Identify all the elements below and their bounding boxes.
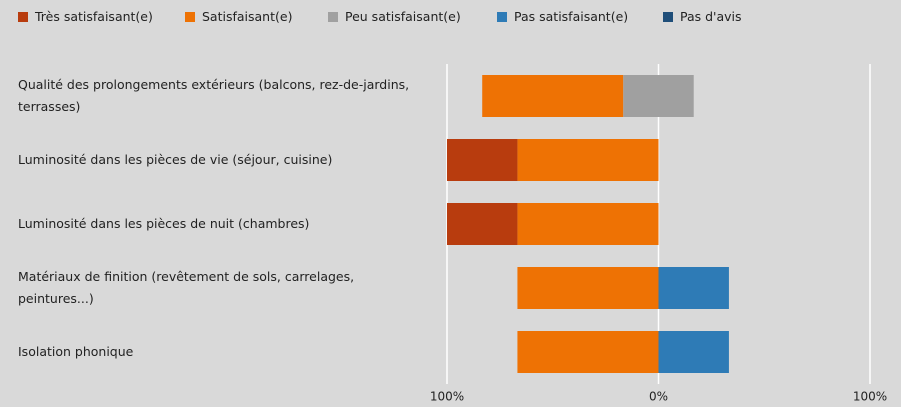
category-label: Isolation phonique [18, 344, 134, 359]
bar-segment [447, 139, 518, 181]
legend-swatch [18, 11, 28, 22]
legend-label: Pas satisfaisant(e) [514, 9, 629, 24]
bar-segment [658, 267, 729, 309]
legend-item: Pas satisfaisant(e) [497, 9, 628, 24]
category-label: Luminosité dans les pièces de vie (séjou… [18, 152, 333, 167]
bar-segment [517, 203, 659, 245]
legend-item: Très satisfaisant(e) [18, 9, 153, 24]
bar-segment [658, 331, 729, 373]
legend-item: Pas d'avis [663, 9, 742, 24]
legend-item: Satisfaisant(e) [185, 9, 292, 24]
bar-segment [482, 75, 624, 117]
category-label: Matériaux de finition (revêtement de sol… [18, 269, 355, 306]
legend-swatch [497, 11, 507, 22]
bar-segment [517, 267, 659, 309]
x-tick-label: 0% [649, 390, 668, 404]
legend-label: Très satisfaisant(e) [35, 9, 153, 24]
legend-swatch [663, 11, 673, 22]
category-label: Luminosité dans les pièces de nuit (cham… [18, 216, 310, 231]
bar-segment [623, 75, 694, 117]
legend-swatch [328, 11, 338, 22]
bar-segment [517, 331, 659, 373]
bar-segment [447, 203, 518, 245]
category-label: Qualité des prolongements extérieurs (ba… [18, 77, 410, 114]
legend-label: Satisfaisant(e) [202, 9, 293, 24]
legend-swatch [185, 11, 195, 22]
legend-item: Peu satisfaisant(e) [328, 9, 461, 24]
bar-segment [517, 139, 659, 181]
x-tick-label: 100% [430, 390, 464, 404]
x-tick-label: 100% [853, 390, 887, 404]
legend-label: Peu satisfaisant(e) [345, 9, 461, 24]
legend-label: Pas d'avis [680, 9, 742, 24]
